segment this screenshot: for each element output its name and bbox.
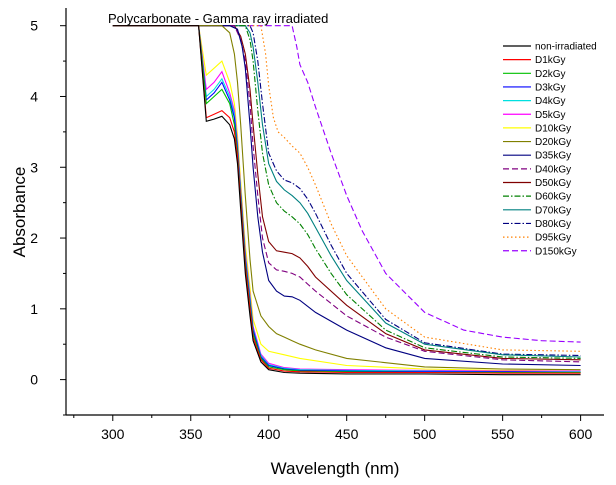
legend-label-d35kgy: D35kGy (535, 151, 571, 162)
legend-label-d2kgy: D2kGy (535, 69, 566, 80)
series-d40kgy-line (112, 25, 581, 363)
series-d70kgy-line (112, 25, 581, 358)
plot-background (66, 8, 604, 415)
legend-label-d4kgy: D4kGy (535, 96, 566, 107)
legend-label-d3kgy: D3kGy (535, 82, 566, 93)
chart-title: Polycarbonate - Gamma ray irradiated (108, 11, 328, 26)
x-tick-label: 500 (413, 426, 437, 442)
y-tick-label: 3 (30, 159, 38, 175)
y-tick-label: 0 (30, 372, 38, 388)
legend-label-d50kgy: D50kGy (535, 178, 571, 189)
y-tick-label: 4 (30, 88, 38, 104)
legend-label-d5kgy: D5kGy (535, 110, 566, 121)
y-tick-label: 5 (30, 18, 38, 34)
series-d35kgy-line (112, 25, 581, 367)
series-d150kgy-line (112, 25, 581, 343)
y-tick-label: 2 (30, 230, 38, 246)
series-d20kgy-line (112, 25, 581, 371)
series-layer (112, 25, 581, 376)
legend-label-d20kgy: D20kGy (535, 137, 571, 148)
legend: non-irradiated D1kGy D2kGy D3kGy D4kGy D5kGy D… (503, 42, 597, 257)
x-axis-title: Wavelength (nm) (271, 459, 400, 478)
series-d80kgy-line (112, 25, 581, 357)
legend-label-d10kgy: D10kGy (535, 123, 571, 134)
legend-label-d60kgy: D60kGy (535, 192, 571, 203)
series-d10kgy-line (112, 25, 581, 372)
x-tick-label: 400 (257, 426, 281, 442)
x-tick-label: 300 (101, 426, 125, 442)
series-d1kgy-line (112, 25, 581, 374)
legend-label-d150kgy: D150kGy (535, 246, 577, 257)
series-d60kgy-line (112, 25, 581, 359)
x-tick-label: 600 (569, 426, 593, 442)
y-tick-label: 1 (30, 301, 38, 317)
x-tick-label: 450 (335, 426, 359, 442)
legend-label-non-irradiated: non-irradiated (535, 42, 597, 53)
legend-label-d40kgy: D40kGy (535, 164, 571, 175)
ticks-layer: 300 350 400 450 500 550 600 0 1 2 3 4 5 (30, 18, 592, 442)
series-non-irradiated-line (112, 25, 581, 376)
y-axis-title: Absorbance (10, 167, 29, 258)
series-d95kgy-line (112, 25, 581, 352)
x-tick-label: 350 (179, 426, 203, 442)
series-d50kgy-line (112, 25, 581, 361)
axes-layer (65, 8, 604, 416)
legend-label-d1kgy: D1kGy (535, 55, 566, 66)
legend-label-d95kgy: D95kGy (535, 233, 571, 244)
x-tick-label: 550 (491, 426, 515, 442)
legend-label-d70kgy: D70kGy (535, 205, 571, 216)
legend-label-d80kgy: D80kGy (535, 219, 571, 230)
